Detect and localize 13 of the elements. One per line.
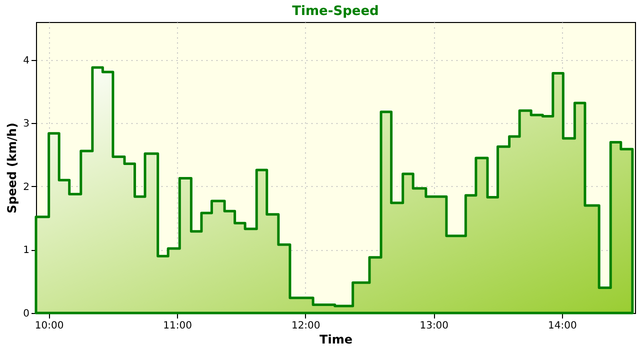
y-axis-title: Speed (km/h) bbox=[5, 122, 20, 214]
y-tick-label: 0 bbox=[23, 308, 30, 320]
y-tick-label: 2 bbox=[23, 182, 30, 193]
x-axis-title: Time bbox=[320, 332, 352, 346]
y-tick-label: 3 bbox=[23, 118, 30, 130]
y-tick-label: 1 bbox=[23, 245, 30, 256]
x-tick-label: 13:00 bbox=[420, 320, 449, 332]
x-tick-label: 12:00 bbox=[291, 320, 320, 332]
x-tick-label: 11:00 bbox=[163, 320, 192, 332]
x-tick-label: 14:00 bbox=[548, 320, 577, 332]
y-tick-label: 4 bbox=[23, 55, 30, 66]
chart-title: Time-Speed bbox=[292, 4, 379, 19]
x-tick-label: 10:00 bbox=[34, 320, 64, 332]
